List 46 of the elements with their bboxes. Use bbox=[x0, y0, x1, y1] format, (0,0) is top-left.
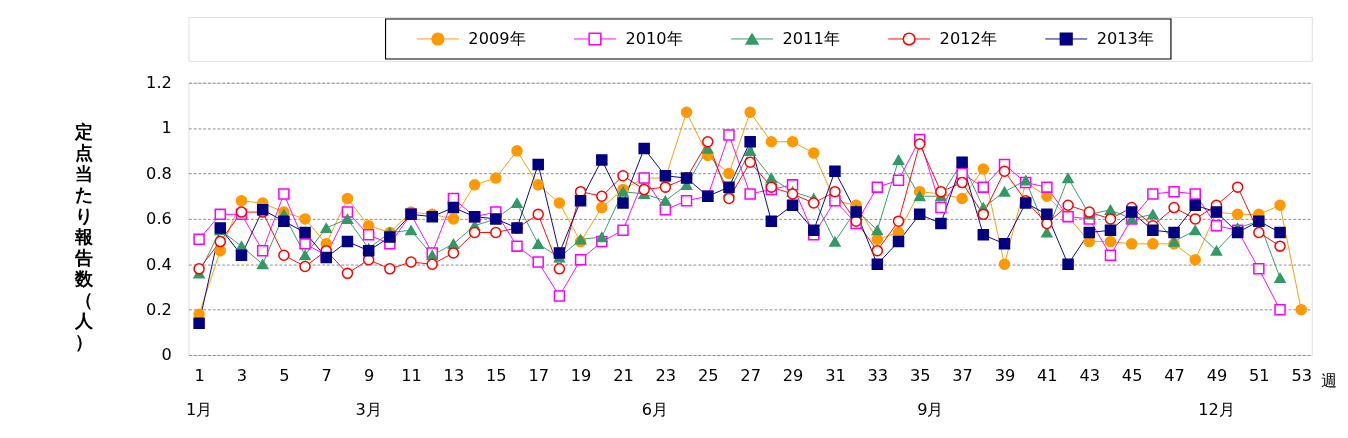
x-tick-label: 11 bbox=[401, 366, 422, 386]
x-tick-label: 15 bbox=[486, 366, 507, 386]
y-tick-label: 0.2 bbox=[146, 299, 172, 319]
x-tick-label: 19 bbox=[570, 366, 592, 386]
x-tick-label: 13 bbox=[443, 366, 465, 386]
text: 3月 bbox=[355, 400, 382, 420]
x-tick-label: 1 bbox=[194, 366, 205, 386]
x-tick-label: 39 bbox=[994, 366, 1016, 386]
legend-label: 2011年 bbox=[782, 28, 840, 48]
x-tick-label: 35 bbox=[909, 366, 931, 386]
legend-label: 2012年 bbox=[939, 28, 997, 48]
legend-label: 2013年 bbox=[1096, 28, 1154, 48]
x-tick-label: 29 bbox=[782, 366, 804, 386]
x-tick-label: 47 bbox=[1164, 366, 1185, 386]
x-tick-label: 45 bbox=[1121, 366, 1143, 386]
x-tick-label: 23 bbox=[655, 366, 677, 386]
y-tick-label: 0.4 bbox=[146, 254, 172, 274]
legend-label: 2010年 bbox=[625, 28, 683, 48]
x-tick-label: 37 bbox=[952, 366, 973, 386]
y-tick-label: 0 bbox=[161, 345, 172, 365]
text: 1月 bbox=[185, 400, 213, 420]
x-tick-label: 7 bbox=[321, 366, 332, 386]
x-tick-label: 43 bbox=[1079, 366, 1101, 386]
x-tick-label: 3 bbox=[236, 366, 248, 386]
legend-label: 2009年 bbox=[468, 28, 526, 48]
x-tick-label: 33 bbox=[867, 366, 889, 386]
x-axis-title: 週 bbox=[1321, 370, 1338, 390]
x-tick-label: 49 bbox=[1206, 366, 1228, 386]
y-tick-label: 1.2 bbox=[146, 73, 172, 93]
y-tick-label: 0.6 bbox=[146, 209, 172, 229]
x-tick-label: 21 bbox=[613, 366, 634, 386]
x-tick-label: 31 bbox=[825, 366, 846, 386]
x-tick-label: 9 bbox=[363, 366, 375, 386]
text: 6月 bbox=[641, 400, 668, 420]
x-tick-label: 51 bbox=[1249, 366, 1270, 386]
text: 12月 bbox=[1198, 400, 1235, 420]
x-tick-label: 5 bbox=[279, 366, 290, 386]
x-tick-label: 25 bbox=[697, 366, 719, 386]
y-tick-label: 1 bbox=[161, 118, 172, 138]
text: 定点当たり報告数（人） bbox=[75, 121, 94, 352]
x-tick-label: 17 bbox=[528, 366, 549, 386]
y-tick-label: 0.8 bbox=[146, 163, 172, 183]
x-tick-label: 53 bbox=[1291, 366, 1312, 386]
text: 9月 bbox=[917, 400, 944, 420]
x-tick-label: 41 bbox=[1037, 366, 1058, 386]
x-tick-label: 27 bbox=[740, 366, 761, 386]
